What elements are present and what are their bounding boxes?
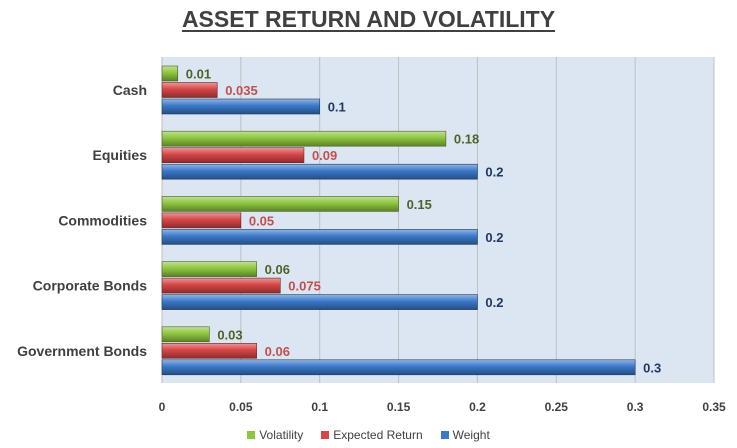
bar-volatility: [161, 65, 179, 82]
data-label: 0.06: [265, 262, 290, 277]
data-label: 0.05: [249, 213, 274, 228]
x-tick-label: 0.05: [229, 400, 253, 414]
legend-label: Weight: [452, 428, 490, 442]
x-tick-label: 0.3: [627, 400, 644, 414]
legend-item: Expected Return: [321, 428, 423, 442]
data-label: 0.03: [217, 327, 242, 342]
bar-weight: [161, 294, 478, 310]
chart-title: ASSET RETURN AND VOLATILITY: [181, 6, 556, 32]
x-tick-label: 0.1: [311, 400, 328, 414]
data-label: 0.2: [485, 295, 503, 310]
data-label: 0.075: [288, 279, 321, 294]
data-label: 0.2: [485, 165, 503, 180]
legend-item: Weight: [440, 428, 490, 442]
bar-volatility: [161, 261, 257, 277]
bar-volatility: [161, 196, 399, 212]
chart-legend: Volatility Expected Return Weight: [0, 428, 737, 442]
x-tick-label: 0.15: [387, 400, 411, 414]
bar-expected-return: [161, 342, 257, 359]
data-label: 0.3: [643, 360, 661, 375]
bar-expected-return: [161, 277, 281, 294]
bar-weight: [161, 98, 321, 115]
legend-label: Volatility: [259, 428, 304, 442]
legend-label: Expected Return: [333, 428, 423, 442]
y-category-label: Commodities: [58, 212, 147, 228]
bar-expected-return: [161, 82, 218, 98]
data-label: 0.2: [485, 230, 503, 245]
bar-volatility: [161, 130, 447, 147]
x-tick-label: 0.35: [702, 400, 726, 414]
legend-swatch: [321, 431, 330, 439]
x-tick-label: 0.25: [545, 400, 569, 414]
bar-expected-return: [161, 212, 242, 229]
bar-weight: [161, 163, 478, 180]
data-label: 0.01: [186, 67, 211, 82]
data-label: 0.15: [407, 197, 432, 212]
bar-weight: [161, 359, 636, 376]
legend-swatch: [440, 431, 449, 439]
y-category-label: Government Bonds: [17, 343, 147, 359]
legend-swatch: [247, 431, 256, 439]
y-category-label: Cash: [113, 82, 147, 98]
bar-weight: [161, 229, 478, 245]
x-tick-label: 0.2: [469, 400, 486, 414]
bar-volatility: [161, 326, 210, 343]
legend-item: Volatility: [247, 428, 303, 442]
y-category-label: Corporate Bonds: [33, 278, 148, 294]
data-label: 0.18: [454, 132, 479, 147]
data-label: 0.1: [328, 100, 346, 115]
data-label: 0.06: [265, 344, 290, 359]
bar-expected-return: [161, 147, 305, 163]
data-label: 0.09: [312, 148, 337, 163]
x-tick-label: 0: [159, 400, 166, 414]
data-label: 0.035: [225, 83, 258, 98]
y-category-label: Equities: [93, 147, 148, 163]
